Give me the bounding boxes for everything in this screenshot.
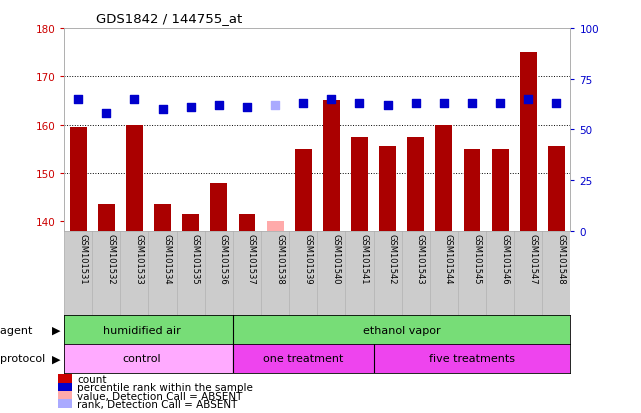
Text: GSM101540: GSM101540 bbox=[331, 234, 340, 284]
Text: humidified air: humidified air bbox=[103, 325, 180, 335]
Point bbox=[523, 97, 533, 103]
Text: GSM101535: GSM101535 bbox=[191, 234, 200, 285]
Text: GSM101541: GSM101541 bbox=[360, 234, 369, 284]
Text: GSM101533: GSM101533 bbox=[135, 234, 144, 285]
Bar bbox=[295, 150, 312, 231]
Text: GSM101542: GSM101542 bbox=[388, 234, 397, 284]
Text: GSM101532: GSM101532 bbox=[106, 234, 115, 285]
Bar bbox=[520, 53, 537, 231]
Bar bbox=[210, 183, 228, 231]
Text: GSM101538: GSM101538 bbox=[275, 234, 284, 285]
Bar bbox=[548, 147, 565, 231]
Text: GSM101537: GSM101537 bbox=[247, 234, 256, 285]
Text: percentile rank within the sample: percentile rank within the sample bbox=[77, 382, 253, 392]
Text: GSM101536: GSM101536 bbox=[219, 234, 228, 285]
Bar bbox=[374, 344, 570, 373]
Bar bbox=[351, 138, 368, 231]
Point bbox=[213, 102, 224, 109]
Text: GSM101531: GSM101531 bbox=[78, 234, 87, 285]
Point bbox=[242, 104, 252, 111]
Bar bbox=[126, 125, 143, 231]
Bar bbox=[64, 316, 233, 344]
Bar bbox=[64, 344, 233, 373]
Text: GSM101545: GSM101545 bbox=[472, 234, 481, 284]
Bar bbox=[238, 214, 255, 231]
Point bbox=[270, 102, 280, 109]
Bar bbox=[182, 214, 199, 231]
Point bbox=[186, 104, 196, 111]
Text: protocol: protocol bbox=[0, 354, 49, 363]
Text: ethanol vapor: ethanol vapor bbox=[363, 325, 440, 335]
Bar bbox=[58, 374, 72, 383]
Text: GSM101544: GSM101544 bbox=[444, 234, 453, 284]
Text: GDS1842 / 144755_at: GDS1842 / 144755_at bbox=[96, 12, 242, 25]
Bar bbox=[379, 147, 396, 231]
Bar bbox=[58, 391, 72, 399]
Text: count: count bbox=[77, 374, 106, 384]
Bar bbox=[233, 344, 374, 373]
Text: GSM101543: GSM101543 bbox=[416, 234, 425, 285]
Point bbox=[551, 100, 562, 107]
Text: GSM101547: GSM101547 bbox=[528, 234, 537, 285]
Bar bbox=[58, 399, 72, 408]
Bar bbox=[70, 128, 87, 231]
Bar bbox=[407, 138, 424, 231]
Bar bbox=[98, 205, 115, 231]
Bar bbox=[463, 150, 481, 231]
Bar bbox=[267, 222, 283, 231]
Bar bbox=[492, 150, 508, 231]
Point bbox=[326, 97, 337, 103]
Point bbox=[411, 100, 421, 107]
Text: GSM101539: GSM101539 bbox=[303, 234, 312, 285]
Text: ▶: ▶ bbox=[53, 325, 61, 335]
Text: GSM101546: GSM101546 bbox=[500, 234, 509, 285]
Bar bbox=[233, 316, 570, 344]
Text: GSM101548: GSM101548 bbox=[556, 234, 565, 285]
Point bbox=[73, 97, 83, 103]
Point bbox=[158, 107, 168, 113]
Bar bbox=[435, 125, 453, 231]
Text: control: control bbox=[122, 354, 161, 363]
Text: ▶: ▶ bbox=[53, 354, 61, 363]
Text: GSM101534: GSM101534 bbox=[163, 234, 172, 285]
Point bbox=[383, 102, 393, 109]
Bar bbox=[154, 205, 171, 231]
Point bbox=[101, 111, 112, 117]
Text: rank, Detection Call = ABSENT: rank, Detection Call = ABSENT bbox=[77, 399, 237, 409]
Text: value, Detection Call = ABSENT: value, Detection Call = ABSENT bbox=[77, 391, 242, 401]
Bar bbox=[323, 101, 340, 231]
Point bbox=[354, 100, 365, 107]
Text: one treatment: one treatment bbox=[263, 354, 344, 363]
Text: five treatments: five treatments bbox=[429, 354, 515, 363]
Point bbox=[495, 100, 505, 107]
Bar bbox=[58, 383, 72, 391]
Point bbox=[129, 97, 140, 103]
Point bbox=[298, 100, 308, 107]
Point bbox=[438, 100, 449, 107]
Point bbox=[467, 100, 477, 107]
Text: agent: agent bbox=[0, 325, 36, 335]
